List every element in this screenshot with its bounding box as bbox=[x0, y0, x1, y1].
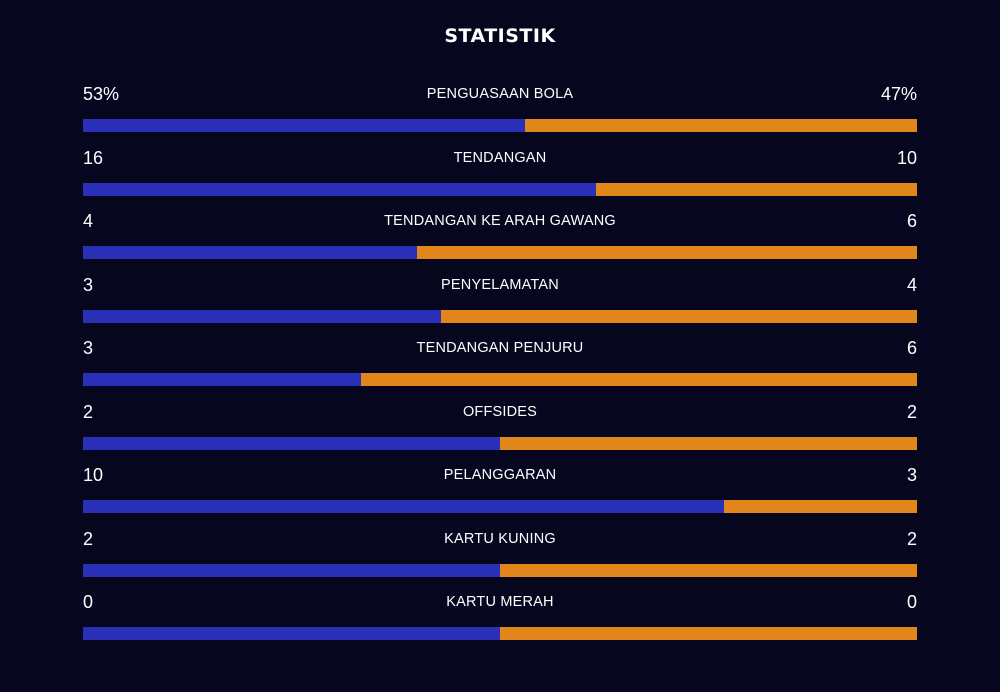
home-value: 53% bbox=[83, 84, 120, 104]
comparison-bar bbox=[83, 436, 917, 450]
away-value: 0 bbox=[906, 592, 917, 612]
home-value: 4 bbox=[83, 211, 94, 231]
stat-label: TENDANGAN bbox=[453, 149, 547, 166]
comparison-bar bbox=[83, 182, 917, 196]
stat-row-tendangan-penjuru: 3 TENDANGAN PENJURU 6 bbox=[83, 335, 917, 399]
away-bar bbox=[416, 246, 917, 259]
away-value: 3 bbox=[906, 465, 917, 485]
stat-head: 4 TENDANGAN KE ARAH GAWANG 6 bbox=[83, 208, 917, 234]
stats-list: 53% PENGUASAAN BOLA 47% 16 TENDANGAN 10 … bbox=[83, 81, 917, 653]
away-bar bbox=[525, 119, 917, 132]
stat-head: 3 PENYELAMATAN 4 bbox=[83, 272, 917, 298]
stat-label: PENGUASAAN BOLA bbox=[426, 86, 574, 102]
home-bar bbox=[83, 563, 500, 577]
stat-head: 53% PENGUASAAN BOLA 47% bbox=[83, 81, 917, 107]
stat-row-tendangan: 16 TENDANGAN 10 bbox=[83, 145, 917, 209]
home-bar bbox=[83, 246, 417, 259]
home-bar bbox=[83, 436, 500, 450]
home-value: 2 bbox=[83, 528, 94, 549]
stat-head: 2 KARTU KUNING 2 bbox=[83, 526, 917, 552]
home-value: 3 bbox=[83, 274, 94, 295]
comparison-bar bbox=[83, 309, 917, 323]
away-bar bbox=[500, 436, 917, 450]
stat-row-tendangan-ke-arah-gawang: 4 TENDANGAN KE ARAH GAWANG 6 bbox=[83, 208, 917, 272]
page-title: STATISTIK bbox=[444, 25, 556, 47]
stat-row-kartu-merah: 0 KARTU MERAH 0 bbox=[83, 589, 917, 653]
stat-row-pelanggaran: 10 PELANGGARAN 3 bbox=[83, 462, 917, 526]
home-value: 10 bbox=[83, 465, 104, 485]
home-bar bbox=[83, 373, 361, 386]
stat-head: 0 KARTU MERAH 0 bbox=[83, 589, 917, 615]
home-value: 0 bbox=[83, 592, 94, 612]
stat-label: TENDANGAN KE ARAH GAWANG bbox=[384, 213, 616, 229]
away-value: 6 bbox=[906, 211, 917, 231]
stat-row-penyelamatan: 3 PENYELAMATAN 4 bbox=[83, 272, 917, 336]
home-value: 16 bbox=[83, 147, 104, 168]
stat-label: PELANGGARAN bbox=[443, 467, 557, 483]
away-value: 2 bbox=[906, 401, 917, 422]
comparison-bar bbox=[83, 119, 917, 132]
away-bar bbox=[500, 563, 917, 577]
away-bar bbox=[595, 182, 917, 196]
away-bar bbox=[440, 309, 917, 323]
stat-row-kartu-kuning: 2 KARTU KUNING 2 bbox=[83, 526, 917, 590]
home-bar bbox=[83, 500, 725, 513]
stat-head: 3 TENDANGAN PENJURU 6 bbox=[83, 335, 917, 361]
comparison-bar bbox=[83, 246, 917, 259]
away-value: 4 bbox=[906, 274, 917, 295]
home-value: 3 bbox=[83, 338, 94, 358]
stat-row-penguasaan-bola: 53% PENGUASAAN BOLA 47% bbox=[83, 81, 917, 145]
home-bar bbox=[83, 627, 500, 640]
home-value: 2 bbox=[83, 401, 94, 422]
home-bar bbox=[83, 119, 526, 132]
home-bar bbox=[83, 182, 596, 196]
stat-head: 10 PELANGGARAN 3 bbox=[83, 462, 917, 488]
stat-label: TENDANGAN PENJURU bbox=[416, 340, 584, 356]
comparison-bar bbox=[83, 627, 917, 640]
away-bar bbox=[360, 373, 917, 386]
away-value: 6 bbox=[906, 338, 917, 358]
comparison-bar bbox=[83, 563, 917, 577]
stat-label: KARTU KUNING bbox=[444, 530, 556, 547]
stat-label: PENYELAMATAN bbox=[441, 276, 559, 293]
stat-label: KARTU MERAH bbox=[446, 594, 554, 610]
stat-label: OFFSIDES bbox=[462, 403, 538, 420]
stat-head: 2 OFFSIDES 2 bbox=[83, 399, 917, 425]
stat-head: 16 TENDANGAN 10 bbox=[83, 145, 917, 171]
comparison-bar bbox=[83, 500, 917, 513]
away-value: 47% bbox=[880, 84, 917, 104]
away-value: 10 bbox=[896, 147, 917, 168]
away-bar bbox=[500, 627, 917, 640]
away-value: 2 bbox=[906, 528, 917, 549]
comparison-bar bbox=[83, 373, 917, 386]
stat-row-offsides: 2 OFFSIDES 2 bbox=[83, 399, 917, 463]
away-bar bbox=[724, 500, 917, 513]
home-bar bbox=[83, 309, 441, 323]
